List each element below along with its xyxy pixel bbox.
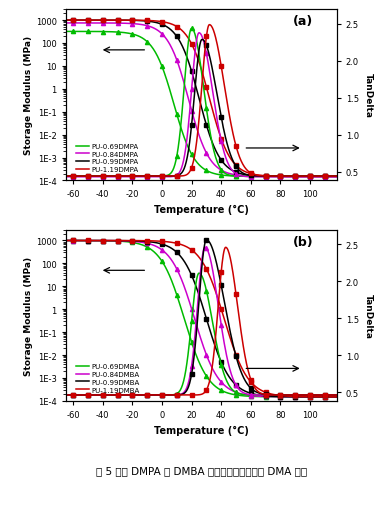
Line: PU-0.84DMPA: PU-0.84DMPA <box>66 24 337 177</box>
PU-0.84DMPA <box>63 21 68 27</box>
Line: PU-0.99DMPA: PU-0.99DMPA <box>66 21 337 177</box>
PU-0.69DMPA <box>286 174 290 180</box>
Legend: PU-0.69DMBA, PU-0.84DMBA, PU-0.99DMBA, PU-1.19DMBA: PU-0.69DMBA, PU-0.84DMBA, PU-0.99DMBA, P… <box>75 362 141 394</box>
Y-axis label: TanDelta: TanDelta <box>364 293 373 338</box>
PU-0.69DMBA <box>210 381 215 387</box>
PU-0.69DMBA <box>334 394 339 400</box>
PU-0.69DMBA <box>286 394 290 400</box>
Line: PU-0.69DMPA: PU-0.69DMPA <box>66 32 337 177</box>
PU-1.19DMBA <box>194 251 199 258</box>
PU-0.84DMBA <box>192 316 197 322</box>
PU-0.84DMBA <box>225 385 229 391</box>
PU-0.84DMBA <box>63 238 68 244</box>
PU-1.19DMPA <box>334 174 339 180</box>
Y-axis label: Storage Modulus (MPa): Storage Modulus (MPa) <box>24 36 33 155</box>
PU-0.69DMPA <box>334 174 339 180</box>
Y-axis label: Storage Modulus (MPa): Storage Modulus (MPa) <box>24 256 33 375</box>
PU-1.19DMPA <box>192 48 197 54</box>
PU-0.69DMPA <box>63 29 68 35</box>
PU-0.69DMBA <box>192 348 197 354</box>
PU-1.19DMBA <box>192 249 197 256</box>
PU-1.19DMBA <box>63 238 68 244</box>
PU-1.19DMPA <box>194 52 199 58</box>
PU-0.84DMBA <box>210 366 215 372</box>
Y-axis label: TanDelta: TanDelta <box>364 73 373 118</box>
PU-0.99DMPA <box>63 18 68 24</box>
PU-1.19DMPA <box>328 174 332 180</box>
PU-0.69DMBA <box>63 238 68 244</box>
PU-0.69DMBA <box>328 394 332 400</box>
PU-0.69DMPA <box>210 171 215 177</box>
PU-0.99DMPA <box>334 174 339 180</box>
PU-0.99DMBA <box>286 394 290 400</box>
Legend: PU-0.69DMPA, PU-0.84DMPA, PU-0.99DMPA, PU-1.19DMPA: PU-0.69DMPA, PU-0.84DMPA, PU-0.99DMPA, P… <box>75 142 140 174</box>
PU-0.69DMPA <box>328 174 332 180</box>
PU-1.19DMPA <box>286 174 290 180</box>
PU-0.84DMBA <box>328 394 332 400</box>
PU-0.99DMBA <box>210 335 215 341</box>
PU-0.99DMBA <box>334 394 339 400</box>
PU-0.99DMBA <box>192 280 197 286</box>
Line: PU-0.84DMBA: PU-0.84DMBA <box>66 241 337 397</box>
PU-0.84DMPA <box>286 174 290 180</box>
PU-0.69DMBA <box>194 352 199 358</box>
Text: 图 5 不同 DMPA 和 DMBA 摩尔比聚氨酯涂膜的 DMA 曲线: 图 5 不同 DMPA 和 DMBA 摩尔比聚氨酯涂膜的 DMA 曲线 <box>96 465 307 475</box>
Line: PU-1.19DMBA: PU-1.19DMBA <box>66 241 337 397</box>
PU-1.19DMBA <box>225 325 229 331</box>
PU-1.19DMBA <box>286 393 290 399</box>
PU-0.69DMPA <box>194 159 199 165</box>
PU-1.19DMPA <box>210 107 215 113</box>
PU-0.99DMPA <box>192 79 197 85</box>
PU-0.84DMBA <box>286 394 290 400</box>
Text: (a): (a) <box>293 15 313 28</box>
PU-1.19DMPA <box>225 150 229 156</box>
PU-0.69DMBA <box>225 390 229 396</box>
PU-0.84DMPA <box>225 170 229 176</box>
PU-0.99DMBA <box>328 394 332 400</box>
Line: PU-0.99DMBA: PU-0.99DMBA <box>66 241 337 397</box>
PU-0.99DMPA <box>286 174 290 180</box>
PU-1.19DMPA <box>63 18 68 24</box>
PU-0.99DMPA <box>328 174 332 180</box>
PU-0.99DMBA <box>194 284 199 290</box>
PU-0.84DMPA <box>334 174 339 180</box>
PU-0.84DMBA <box>194 321 199 327</box>
PU-0.99DMPA <box>225 164 229 170</box>
X-axis label: Temperature (°C): Temperature (°C) <box>154 425 249 435</box>
PU-1.19DMBA <box>210 280 215 286</box>
PU-0.84DMPA <box>210 160 215 166</box>
Line: PU-1.19DMPA: PU-1.19DMPA <box>66 21 337 177</box>
PU-0.84DMBA <box>334 394 339 400</box>
PU-0.84DMPA <box>192 118 197 124</box>
Text: (b): (b) <box>293 235 314 248</box>
PU-1.19DMBA <box>328 394 332 400</box>
PU-0.84DMPA <box>328 174 332 180</box>
Line: PU-0.69DMBA: PU-0.69DMBA <box>66 241 337 397</box>
PU-0.69DMPA <box>192 157 197 163</box>
X-axis label: Temperature (°C): Temperature (°C) <box>154 205 249 215</box>
PU-0.99DMBA <box>225 371 229 377</box>
PU-0.99DMPA <box>194 85 199 91</box>
PU-0.99DMBA <box>63 238 68 244</box>
PU-0.69DMPA <box>225 173 229 179</box>
PU-0.84DMPA <box>194 124 199 130</box>
PU-0.99DMPA <box>210 140 215 146</box>
PU-1.19DMBA <box>334 394 339 400</box>
